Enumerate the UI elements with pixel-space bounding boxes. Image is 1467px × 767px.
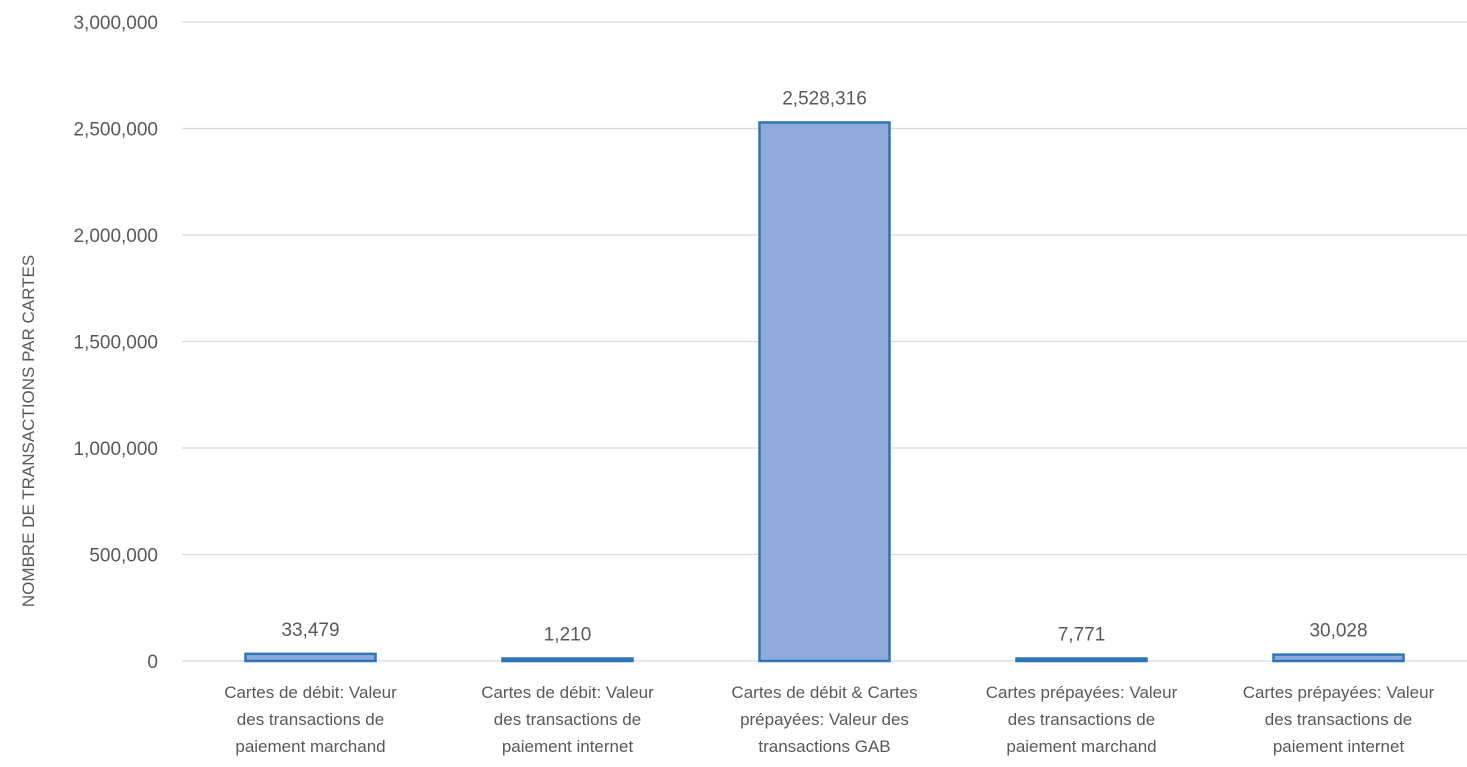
data-label: 1,210 [544, 625, 592, 646]
y-tick-label: 1,500,000 [73, 333, 158, 354]
x-category-label: Cartes de débit & Cartes prépayées: Valeu… [731, 683, 917, 756]
y-tick-label: 2,500,000 [73, 120, 158, 141]
bar [1272, 653, 1405, 663]
x-category-label-line: paiement internet [502, 737, 634, 756]
x-category-label-line: transactions GAB [758, 737, 890, 756]
data-label: 33,479 [281, 620, 339, 641]
bar [758, 121, 891, 663]
x-category-label-line: paiement internet [1273, 737, 1405, 756]
x-axis-category-labels: Cartes de débit: Valeur des transactions … [224, 683, 1434, 756]
x-category-label-line: Cartes de débit: Valeur [481, 683, 654, 702]
x-category-label: Cartes de débit: Valeur des transactions … [481, 683, 654, 756]
data-label: 30,028 [1309, 621, 1367, 642]
data-labels: 33,479 1,210 2,528,316 7,771 30,028 [281, 88, 1367, 645]
data-label: 2,528,316 [782, 88, 867, 109]
x-category-label-line: paiement marchand [235, 737, 385, 756]
y-tick-label: 1,000,000 [73, 439, 158, 460]
x-category-label-line: Cartes prépayées: Valeur [986, 683, 1178, 702]
bar [244, 652, 377, 663]
y-tick-label: 0 [147, 652, 158, 673]
x-category-label-line: paiement marchand [1006, 737, 1156, 756]
x-category-label-line: Cartes de débit & Cartes [731, 683, 917, 702]
x-category-label-line: des transactions de [237, 710, 384, 729]
x-category-label: Cartes prépayées: Valeur des transactions… [986, 683, 1178, 756]
bar [1015, 657, 1148, 663]
bars [244, 121, 1405, 663]
x-category-label-line: Cartes de débit: Valeur [224, 683, 397, 702]
y-tick-label: 3,000,000 [73, 13, 158, 34]
x-category-label-line: des transactions de [1008, 710, 1155, 729]
data-label: 7,771 [1058, 625, 1106, 646]
bar [501, 657, 634, 663]
x-category-label-line: prépayées: Valeur des [740, 710, 909, 729]
y-tick-label: 2,000,000 [73, 226, 158, 247]
y-tick-label: 500,000 [89, 546, 158, 567]
x-category-label-line: Cartes prépayées: Valeur [1243, 683, 1435, 702]
x-category-label-line: des transactions de [494, 710, 641, 729]
x-category-label-line: des transactions de [1265, 710, 1412, 729]
x-category-label: Cartes de débit: Valeur des transactions … [224, 683, 397, 756]
y-axis-title: NOMBRE DE TRANSACTIONS PAR CARTES [19, 255, 38, 607]
y-axis-tick-labels: 0 500,000 1,000,000 1,500,000 2,000,000 2,500… [73, 13, 158, 673]
x-category-label: Cartes prépayées: Valeur des transactions… [1243, 683, 1435, 756]
